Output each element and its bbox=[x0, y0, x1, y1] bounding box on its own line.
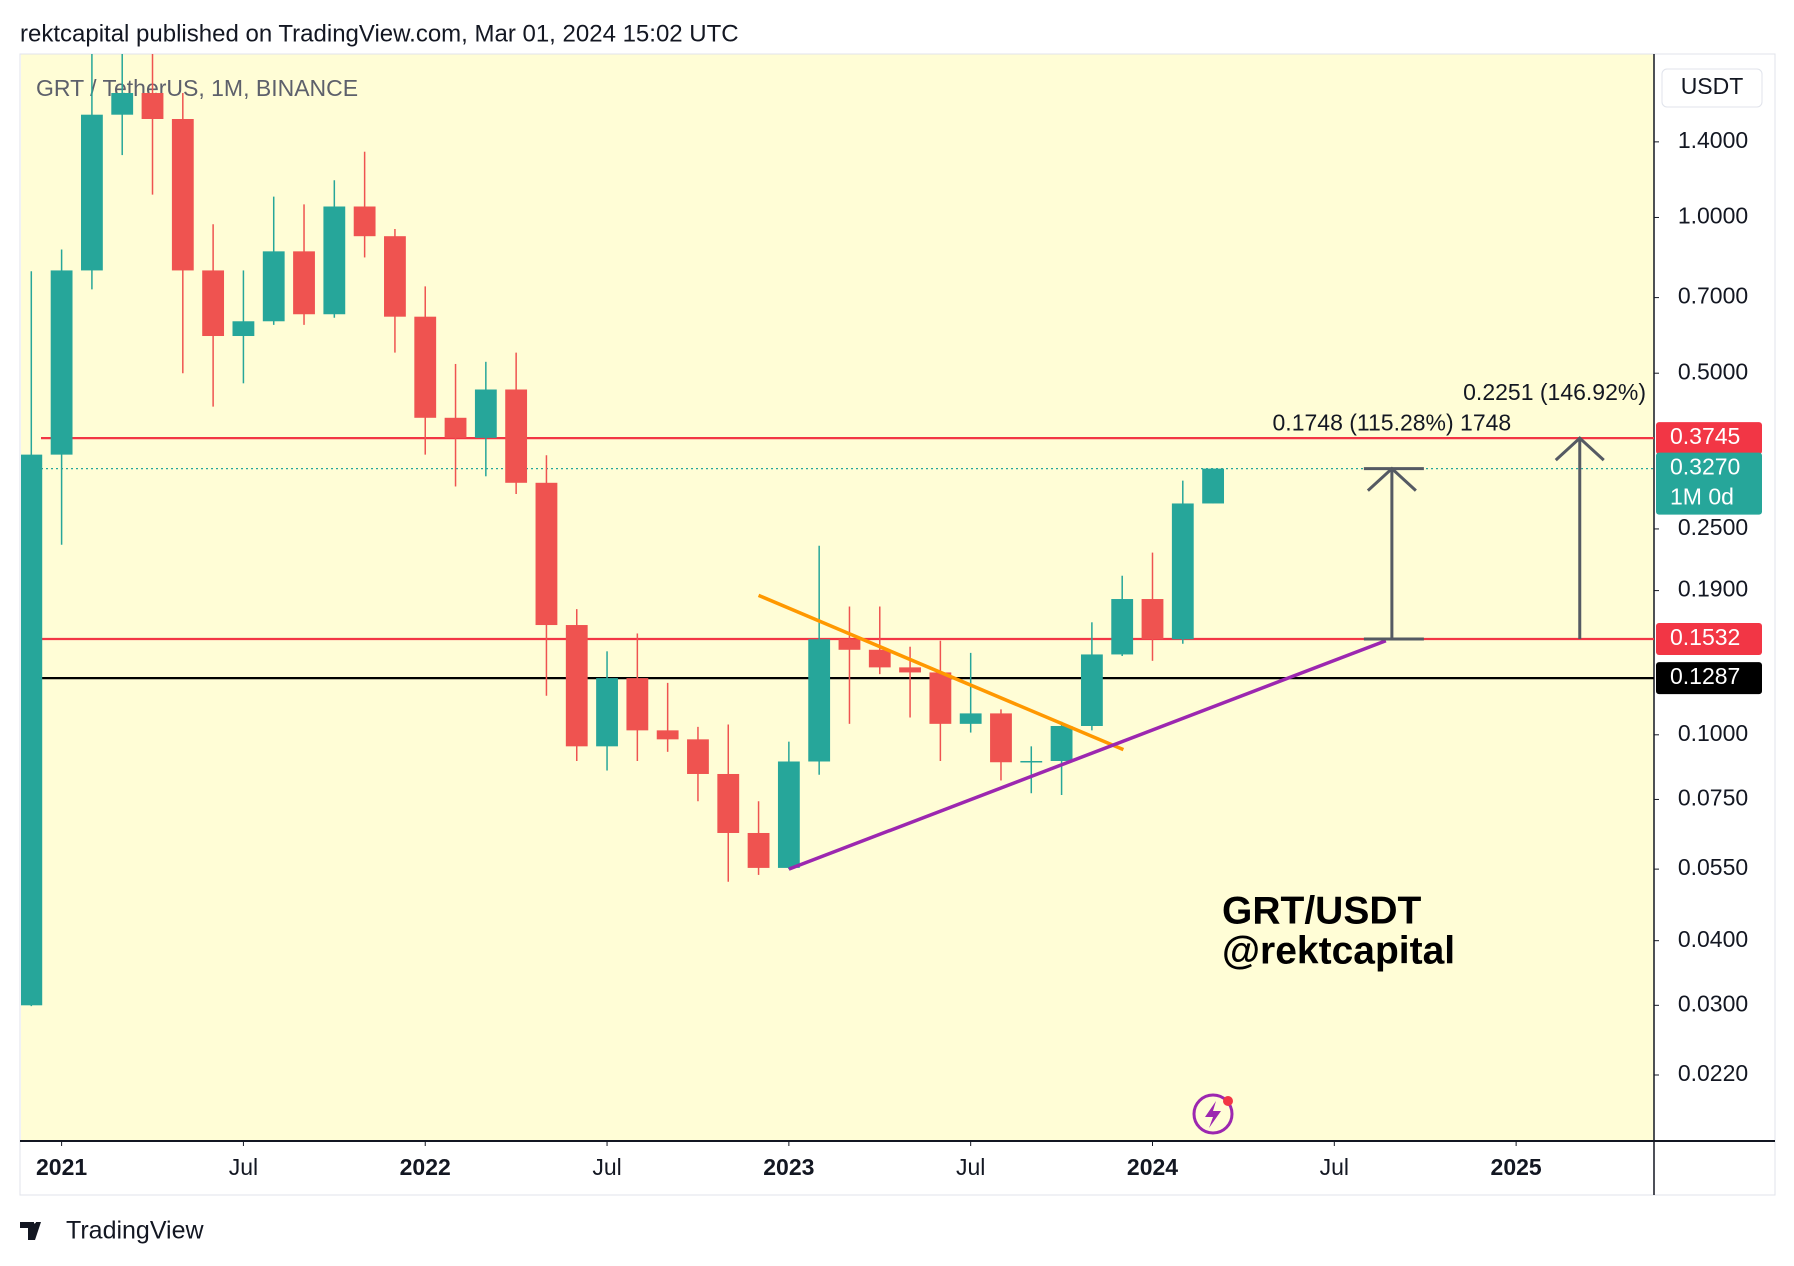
x-tick-label: Jul bbox=[956, 1154, 985, 1180]
plot-area bbox=[21, 54, 1654, 1007]
candle-body bbox=[717, 773, 740, 833]
candle-body bbox=[777, 761, 800, 868]
trendline bbox=[788, 639, 1387, 871]
lightning-icon bbox=[1192, 1093, 1234, 1135]
candle-body bbox=[21, 454, 43, 1006]
candle-body bbox=[353, 206, 376, 237]
candle-body bbox=[1080, 654, 1103, 726]
candle-body bbox=[687, 739, 709, 774]
candle-body bbox=[171, 118, 194, 271]
candle-body bbox=[656, 730, 679, 740]
y-tick-label: 1.0000 bbox=[1678, 203, 1748, 229]
price-label-countdown: 1M 0d bbox=[1670, 484, 1734, 510]
y-tick-label: 0.0220 bbox=[1678, 1060, 1748, 1086]
y-tick-label: 0.1900 bbox=[1678, 576, 1748, 602]
candle-body bbox=[323, 206, 346, 315]
candle-body bbox=[262, 251, 285, 322]
x-tick-label: 2022 bbox=[400, 1154, 451, 1180]
measure: 0.1748 (115.28%) 1748 bbox=[1273, 410, 1512, 641]
symbol-title: GRT / TetherUS, 1M, BINANCE bbox=[36, 75, 358, 101]
candle-body bbox=[232, 321, 255, 337]
candle-body bbox=[838, 639, 861, 650]
watermark: @rektcapital bbox=[1222, 929, 1455, 972]
candle-body bbox=[111, 93, 134, 115]
x-tick-label: 2025 bbox=[1491, 1154, 1542, 1180]
plot-background bbox=[21, 54, 1654, 1141]
trendline bbox=[757, 593, 1125, 752]
y-tick-label: 1.4000 bbox=[1678, 127, 1748, 153]
y-tick-label: 0.5000 bbox=[1678, 358, 1748, 384]
price-label-box bbox=[1656, 452, 1762, 515]
candle-body bbox=[1111, 599, 1134, 655]
candle-body bbox=[202, 270, 225, 337]
y-tick-label: 0.1000 bbox=[1678, 720, 1748, 746]
y-tick-label: 0.0750 bbox=[1678, 785, 1748, 811]
candle-body bbox=[505, 389, 528, 483]
candle-body bbox=[1202, 468, 1225, 504]
price-label-box bbox=[1656, 622, 1762, 655]
y-tick-label: 0.0550 bbox=[1678, 854, 1748, 880]
x-tick-label: 2024 bbox=[1127, 1154, 1178, 1180]
price-label: 0.3745 bbox=[1670, 423, 1740, 449]
candle-body bbox=[1171, 503, 1194, 640]
candle-body bbox=[990, 713, 1012, 763]
price-label: 0.3270 bbox=[1670, 454, 1740, 480]
x-tick-label: Jul bbox=[592, 1154, 621, 1180]
tradingview-logo bbox=[20, 1222, 41, 1240]
measure: 0.2251 (146.92%) bbox=[1463, 379, 1646, 639]
candle-body bbox=[535, 482, 558, 626]
footer-brand: TradingView bbox=[66, 1217, 205, 1245]
measure-label: 0.2251 (146.92%) bbox=[1463, 379, 1646, 405]
candle-body bbox=[596, 678, 618, 747]
y-tick-label: 0.7000 bbox=[1678, 283, 1748, 309]
candle-body bbox=[384, 236, 406, 317]
candle-body bbox=[50, 270, 73, 455]
y-tick-label: 0.2500 bbox=[1678, 514, 1748, 540]
x-tick-label: 2023 bbox=[763, 1154, 814, 1180]
candle-body bbox=[414, 316, 437, 418]
candle-body bbox=[747, 832, 770, 868]
x-tick-label: Jul bbox=[1320, 1154, 1349, 1180]
price-label-box bbox=[1656, 662, 1762, 695]
candle-body bbox=[80, 114, 103, 271]
candle-body bbox=[565, 625, 588, 747]
currency-label: USDT bbox=[1681, 73, 1744, 99]
currency-box bbox=[1661, 68, 1763, 108]
candle-body bbox=[929, 672, 952, 724]
price-label: 0.1287 bbox=[1670, 663, 1740, 689]
price-label: 0.1532 bbox=[1670, 624, 1740, 650]
candle-body bbox=[626, 678, 649, 731]
candle-body bbox=[474, 389, 497, 438]
candle-body bbox=[899, 667, 921, 673]
candle-body bbox=[808, 639, 831, 762]
header: rektcapital published on TradingView.com… bbox=[20, 20, 739, 47]
candle-body bbox=[141, 93, 164, 119]
measure-label: 0.1748 (115.28%) 1748 bbox=[1273, 410, 1512, 436]
candle-body bbox=[868, 649, 891, 668]
candle-body bbox=[444, 417, 467, 438]
watermark: GRT/USDT bbox=[1222, 889, 1422, 932]
x-tick-label: Jul bbox=[229, 1154, 258, 1180]
candle-body bbox=[1050, 725, 1073, 761]
candle-body bbox=[959, 713, 982, 724]
candle-body bbox=[293, 251, 315, 315]
y-tick-label: 0.0300 bbox=[1678, 990, 1748, 1016]
candle-body bbox=[1020, 760, 1043, 763]
x-tick-label: 2021 bbox=[36, 1154, 87, 1180]
chart-frame bbox=[19, 53, 1776, 1196]
candle-body bbox=[1141, 599, 1164, 640]
price-label-box bbox=[1656, 422, 1762, 455]
measure-arrowhead bbox=[1554, 436, 1605, 462]
y-tick-label: 0.0400 bbox=[1678, 926, 1748, 952]
